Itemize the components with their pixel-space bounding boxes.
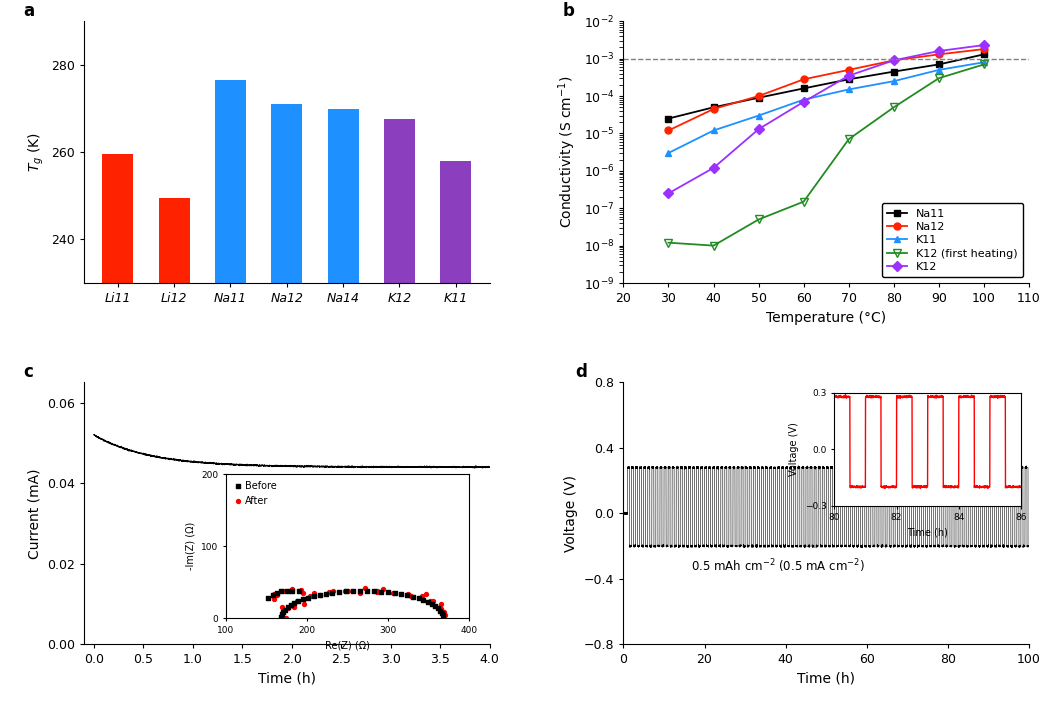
Na12 — [797, 75, 810, 84]
K11 — [978, 58, 990, 67]
Line: K12 (first heating): K12 (first heating) — [665, 60, 988, 250]
Bar — [159, 198, 190, 283]
Na11 — [752, 93, 764, 102]
Na12 — [752, 92, 764, 101]
K12 (first heating) — [887, 103, 900, 112]
Line: K12: K12 — [665, 42, 987, 197]
Legend: Na11, Na12, K11, K12 (first heating), K12: Na11, Na12, K11, K12 (first heating), K1… — [882, 203, 1024, 278]
Line: Na12: Na12 — [665, 45, 987, 134]
Na11 — [932, 60, 945, 69]
Text: 0.5 mAh cm$^{-2}$ (0.5 mA cm$^{-2}$): 0.5 mAh cm$^{-2}$ (0.5 mA cm$^{-2}$) — [691, 557, 864, 575]
Na11 — [978, 50, 990, 59]
K11 — [663, 149, 675, 157]
Y-axis label: Conductivity (S cm$^{-1}$): Conductivity (S cm$^{-1}$) — [556, 76, 579, 229]
Na11 — [708, 103, 720, 112]
K12 — [797, 98, 810, 106]
K12 (first heating) — [708, 241, 720, 250]
Y-axis label: $T_g$ (K): $T_g$ (K) — [26, 132, 45, 172]
Na11 — [797, 84, 810, 93]
Text: a: a — [23, 2, 35, 20]
Bar — [271, 104, 302, 283]
Bar — [215, 80, 246, 283]
K12 — [708, 164, 720, 172]
K12 (first heating) — [663, 239, 675, 247]
K12 (first heating) — [797, 198, 810, 206]
K12 — [978, 41, 990, 50]
K12 — [842, 72, 855, 80]
Line: Na11: Na11 — [665, 51, 987, 122]
K12 (first heating) — [932, 74, 945, 82]
K12 — [663, 189, 675, 198]
Bar — [440, 161, 471, 283]
Na12 — [887, 56, 900, 64]
Na11 — [663, 114, 675, 122]
Y-axis label: Current (mA): Current (mA) — [27, 468, 41, 559]
X-axis label: Temperature (°C): Temperature (°C) — [766, 311, 886, 324]
Na11 — [887, 67, 900, 76]
K12 — [752, 125, 764, 133]
X-axis label: Time (h): Time (h) — [797, 672, 855, 686]
K12 — [932, 47, 945, 55]
Na12 — [932, 50, 945, 59]
Text: b: b — [563, 2, 574, 20]
K11 — [708, 126, 720, 135]
K12 (first heating) — [978, 60, 990, 69]
K11 — [932, 66, 945, 74]
K12 (first heating) — [842, 135, 855, 144]
Line: K11: K11 — [665, 59, 987, 156]
Bar — [102, 154, 133, 283]
K11 — [797, 96, 810, 104]
K11 — [752, 111, 764, 120]
K11 — [887, 77, 900, 86]
Na12 — [842, 66, 855, 74]
Na12 — [978, 45, 990, 53]
Bar — [384, 120, 415, 283]
Bar — [328, 108, 359, 283]
X-axis label: Time (h): Time (h) — [258, 672, 316, 686]
K11 — [842, 85, 855, 93]
K12 — [887, 56, 900, 64]
Na12 — [663, 126, 675, 135]
Y-axis label: Voltage (V): Voltage (V) — [564, 475, 579, 552]
Text: d: d — [574, 363, 587, 382]
K12 (first heating) — [752, 215, 764, 224]
Na12 — [708, 105, 720, 113]
Text: c: c — [23, 363, 33, 382]
Na11 — [842, 75, 855, 84]
